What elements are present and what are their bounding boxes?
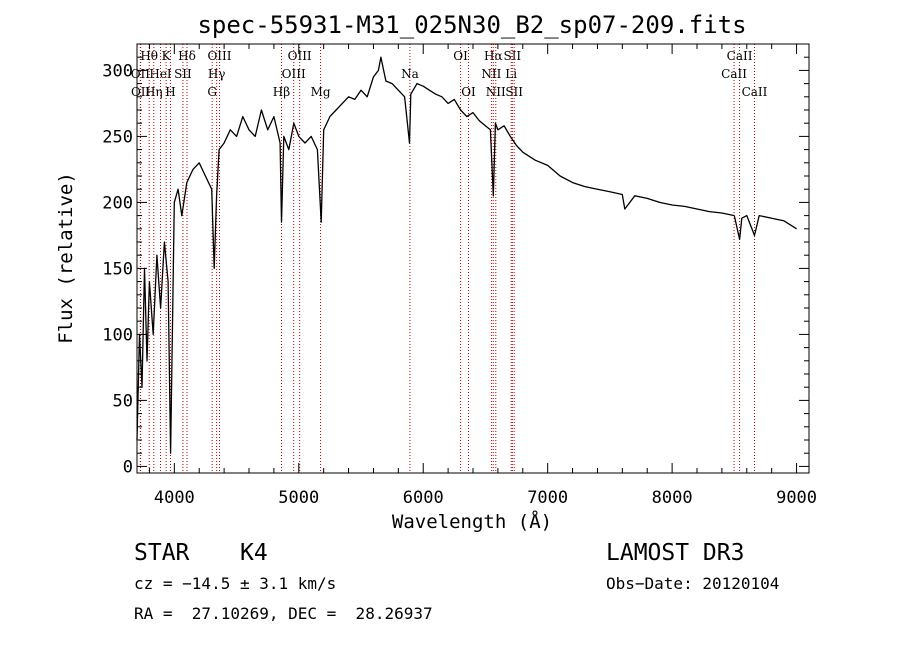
x-tick-label: 9000 <box>776 488 817 508</box>
x-tick-label: 4000 <box>154 488 195 508</box>
y-tick-label: 200 <box>102 193 133 213</box>
spectral-line-label: Mg <box>311 85 331 99</box>
object-subclass: K4 <box>240 540 268 566</box>
y-tick-label: 300 <box>102 61 133 81</box>
spectral-line-label: SII <box>503 49 521 63</box>
y-tick-label: 250 <box>102 127 133 147</box>
spectral-line-label: Hβ <box>273 85 290 99</box>
x-axis-label: Wavelength (Å) <box>392 510 552 533</box>
x-tick-label: 6000 <box>403 488 444 508</box>
spectral-line-label: HeI <box>149 67 172 81</box>
y-tick-label: 100 <box>102 325 133 345</box>
spectral-line-label: CaII <box>727 49 753 63</box>
coordinates: RA = 27.10269, DEC = 28.26937 <box>134 604 433 623</box>
spectral-line-label: Hθ <box>140 49 158 63</box>
spectral-line-label: OIII <box>207 49 231 63</box>
spectral-line-label: OIII <box>288 49 312 63</box>
spectral-line-label: Hη <box>145 85 163 99</box>
spectral-line-label: SII <box>505 85 523 99</box>
spectral-line-label: CaII <box>742 85 768 99</box>
spectrum-line <box>136 56 797 454</box>
y-tick-label: 0 <box>123 457 133 477</box>
spectral-line-label: K <box>162 49 172 63</box>
spectral-line-label: CaII <box>721 67 747 81</box>
observation-date: Obs−Date: 20120104 <box>606 574 780 593</box>
chart-title: spec-55931-M31_025N30_B2_sp07-209.fits <box>197 11 746 39</box>
spectral-line-label: NII <box>486 85 506 99</box>
spectral-line-label: G <box>207 85 217 99</box>
y-tick-label: 50 <box>113 391 133 411</box>
spectral-line-label: OII <box>131 85 151 99</box>
x-tick-label: 7000 <box>527 488 568 508</box>
object-class: STAR <box>134 540 190 566</box>
axis-ticks: 4000 5000 6000 7000 8000 9000 0 50 100 150 200 250 3… <box>102 44 817 508</box>
redshift-velocity: cz = −14.5 ± 3.1 km/s <box>134 574 337 593</box>
spectral-line-label: NII <box>481 67 501 81</box>
spectral-line-label: OIII <box>282 67 306 81</box>
spectral-line-label: Li <box>505 67 517 81</box>
spectral-line-label: OI <box>461 85 476 99</box>
y-tick-label: 150 <box>102 259 133 279</box>
spectral-line-label: H <box>165 85 175 99</box>
spectral-line-label: Hδ <box>178 49 196 63</box>
spectrum-series <box>136 56 797 454</box>
spectral-line-label: Na <box>401 67 419 81</box>
spectral-line-label: OI <box>453 49 468 63</box>
spectral-line-label: SII <box>174 67 192 81</box>
plot-frame <box>136 43 810 474</box>
y-axis-label: Flux (relative) <box>55 172 77 344</box>
survey-name: LAMOST DR3 <box>606 540 745 566</box>
spectral-line-label: Hγ <box>208 67 226 81</box>
x-tick-label: 5000 <box>278 488 319 508</box>
x-tick-label: 8000 <box>652 488 693 508</box>
spectral-line-label: Hα <box>484 49 503 63</box>
